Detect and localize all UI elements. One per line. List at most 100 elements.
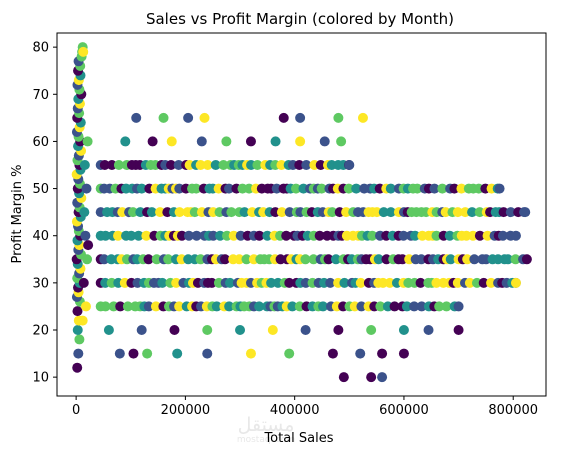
scatter-point <box>136 183 147 194</box>
scatter-point <box>300 254 311 265</box>
scatter-point <box>142 348 153 359</box>
scatter-point <box>366 325 377 335</box>
watermark-main: مستقل <box>238 414 295 436</box>
scatter-point <box>270 136 281 147</box>
scatter-point <box>497 230 508 241</box>
scatter-point <box>429 183 440 194</box>
y-tick-label: 40 <box>32 229 49 244</box>
scatter-point <box>183 112 194 123</box>
scatter-point <box>241 254 252 265</box>
scatter-point <box>478 277 489 288</box>
scatter-point <box>510 277 521 288</box>
scatter-point <box>150 301 161 312</box>
scatter-point <box>416 254 427 265</box>
chart-title: Sales vs Profit Margin (colored by Month… <box>146 10 454 28</box>
y-tick-label: 70 <box>32 88 49 103</box>
scatter-point <box>206 277 217 288</box>
scatter-point <box>189 207 200 218</box>
scatter-point <box>452 277 463 288</box>
scatter-point <box>295 112 306 123</box>
scatter-point <box>291 183 301 194</box>
scatter-point <box>338 372 349 383</box>
scatter-point <box>343 183 354 194</box>
scatter-point <box>224 301 235 312</box>
scatter-point <box>173 160 184 170</box>
scatter-point <box>141 230 152 241</box>
scatter-point <box>163 254 174 265</box>
scatter-point <box>510 254 521 265</box>
scatter-point <box>276 207 287 218</box>
scatter-point <box>445 254 456 265</box>
watermark: مستقل mostaql.com <box>237 414 295 445</box>
scatter-point <box>441 301 452 312</box>
scatter-point <box>460 207 471 218</box>
scatter-point <box>262 230 273 241</box>
scatter-point <box>157 277 168 288</box>
scatter-point <box>202 348 213 359</box>
scatter-point <box>467 207 478 218</box>
scatter-point <box>235 325 246 335</box>
y-tick-label: 30 <box>32 276 49 291</box>
scatter-point <box>146 207 157 218</box>
x-axis-label: Total Sales <box>263 431 333 446</box>
scatter-point <box>247 207 258 218</box>
scatter-point <box>245 348 256 359</box>
scatter-point <box>502 254 513 265</box>
scatter-point <box>301 160 312 170</box>
scatter-point <box>252 160 263 170</box>
scatter-point <box>284 207 295 218</box>
scatter-point <box>325 277 336 288</box>
scatter-point <box>327 348 338 359</box>
scatter-point <box>351 183 362 194</box>
scatter-point <box>333 325 344 335</box>
scatter-point <box>415 277 426 288</box>
scatter-point <box>287 301 298 312</box>
scatter-point <box>79 160 90 170</box>
scatter-point <box>401 301 412 312</box>
x-tick-label: 800000 <box>488 403 538 418</box>
scatter-point <box>474 230 485 241</box>
scatter-point <box>295 136 306 147</box>
scatter-point <box>195 160 206 170</box>
y-tick-label: 20 <box>32 324 49 339</box>
scatter-point <box>410 230 421 241</box>
scatter-point <box>267 325 278 335</box>
scatter-point <box>366 372 377 383</box>
scatter-point <box>300 325 311 335</box>
scatter-point <box>319 136 330 147</box>
scatter-point <box>114 348 125 359</box>
scatter-point <box>202 325 213 335</box>
scatter-point <box>151 254 162 265</box>
scatter-point <box>482 230 493 241</box>
scatter-point <box>355 277 366 288</box>
scatter-point <box>462 254 473 265</box>
scatter-point <box>467 230 478 241</box>
scatter-point <box>99 160 110 170</box>
scatter-point <box>166 160 177 170</box>
scatter-point <box>133 230 144 241</box>
scatter-point <box>196 136 207 147</box>
scatter-point <box>453 301 464 312</box>
scatter-point <box>385 207 396 218</box>
scatter-point <box>122 301 133 312</box>
scatter-point <box>254 230 265 241</box>
scatter-point <box>327 207 338 218</box>
scatter-point <box>449 183 460 194</box>
x-tick-label: 400000 <box>270 403 320 418</box>
scatter-point <box>266 277 277 288</box>
scatter-point <box>224 183 235 194</box>
scatter-point <box>453 325 464 335</box>
scatter-point <box>375 301 386 312</box>
scatter-point <box>371 207 382 218</box>
plot-frame <box>56 32 547 397</box>
scatter-point <box>416 301 427 312</box>
scatter-point <box>81 183 92 194</box>
scatter-point <box>389 301 400 312</box>
x-tick-label: 600000 <box>379 403 429 418</box>
scatter-point <box>284 277 295 288</box>
scatter-point <box>174 207 185 218</box>
scatter-point <box>234 254 245 265</box>
scatter-point <box>171 277 182 288</box>
